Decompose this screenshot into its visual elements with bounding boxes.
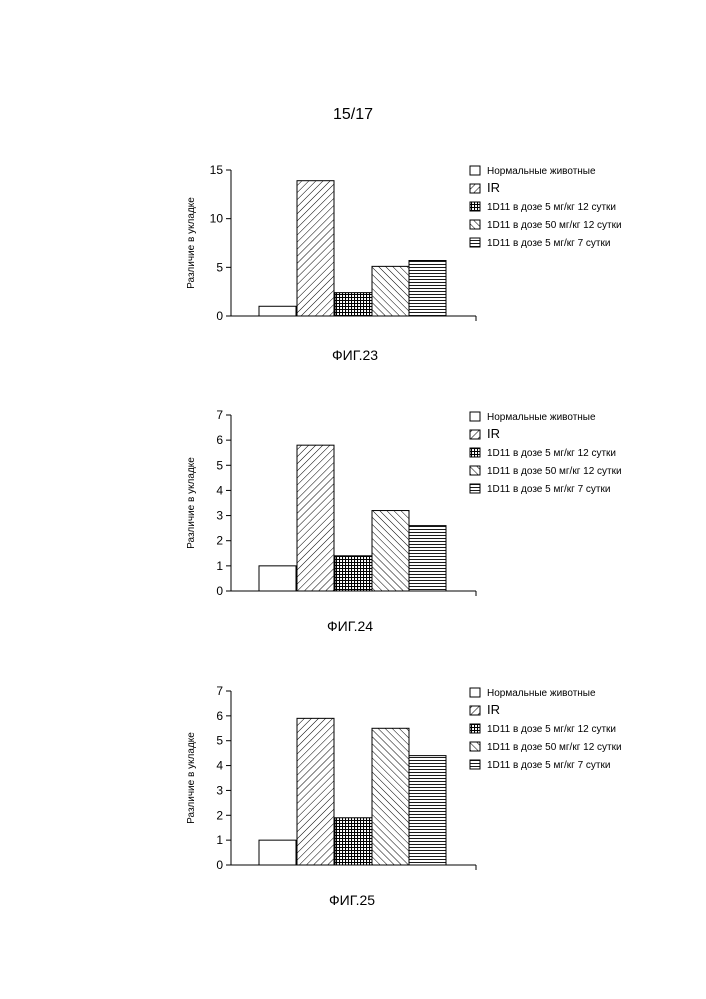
- legend-label: Нормальные животные: [487, 688, 596, 699]
- legend-swatch: [469, 705, 481, 716]
- legend-swatch: [469, 447, 481, 458]
- chart-caption: ФИГ.24: [327, 618, 374, 634]
- y-tick-label: 0: [216, 584, 223, 598]
- chart-fig23-svg: 0 5 10 15 Различие в укладке Нормальные живот…: [186, 163, 622, 323]
- legend-label: 1D11 в дозе 5 мг/кг 7 сутки: [487, 760, 610, 771]
- y-tick-label: 0: [216, 309, 223, 323]
- legend-swatch: [469, 465, 481, 476]
- y-tick-label: 15: [210, 163, 224, 177]
- y-tick-label: 6: [216, 433, 223, 447]
- legend-label: 1D11 в дозе 5 мг/кг 12 сутки: [487, 448, 616, 459]
- legend-label: 1D11 в дозе 5 мг/кг 7 сутки: [487, 484, 610, 495]
- chart-caption: ФИГ.25: [329, 892, 376, 908]
- y-tick-label: 3: [216, 783, 223, 797]
- legend-label: Нормальные животные: [487, 412, 596, 423]
- legend-label: Нормальные животные: [487, 166, 596, 177]
- y-tick-label: 1: [216, 833, 223, 847]
- chart-fig24-svg: 0 1 2 3 4 5 6 7 Различие в укладке Нормальные жив…: [186, 408, 622, 598]
- bar-0: [258, 839, 297, 866]
- legend-label: IR: [487, 180, 500, 195]
- bar-4: [408, 525, 447, 592]
- y-tick-label: 5: [216, 260, 223, 274]
- legend-label: 1D11 в дозе 5 мг/кг 7 сутки: [487, 238, 610, 249]
- y-tick-label: 0: [216, 858, 223, 872]
- y-tick-label: 3: [216, 509, 223, 523]
- legend-label: 1D11 в дозе 50 мг/кг 12 сутки: [487, 220, 622, 231]
- y-tick-label: 2: [216, 808, 223, 822]
- bar-3: [371, 510, 410, 592]
- y-tick-label: 4: [216, 759, 223, 773]
- y-tick-label: 1: [216, 559, 223, 573]
- chart-caption: ФИГ.23: [332, 347, 379, 363]
- legend-label: 1D11 в дозе 5 мг/кг 12 сутки: [487, 202, 616, 213]
- legend-swatch: [469, 165, 481, 176]
- y-tick-label: 5: [216, 458, 223, 472]
- bar-1: [296, 180, 335, 317]
- chart-fig24: 0 1 2 3 4 5 6 7 Различие в укладке Нормальные жив…: [0, 400, 706, 640]
- bar-2: [334, 817, 373, 866]
- y-tick-label: 4: [216, 483, 223, 497]
- y-tick-label: 5: [216, 734, 223, 748]
- bar-0: [258, 305, 297, 317]
- y-tick-label: 6: [216, 709, 223, 723]
- legend-label: 1D11 в дозе 5 мг/кг 12 сутки: [487, 724, 616, 735]
- bar-0: [258, 565, 297, 592]
- legend-swatch: [469, 483, 481, 494]
- legend-swatch: [469, 723, 481, 734]
- chart-fig23: 0 5 10 15 Различие в укладке Нормальные живот…: [0, 150, 706, 380]
- bar-1: [296, 717, 335, 866]
- y-axis-label: Различие в укладке: [186, 197, 197, 289]
- y-tick-label: 7: [216, 408, 223, 422]
- legend-swatch: [469, 237, 481, 248]
- legend-swatch: [469, 759, 481, 770]
- legend-swatch: [469, 183, 481, 194]
- bar-3: [371, 265, 410, 317]
- legend-swatch: [469, 429, 481, 440]
- chart-fig25: 0 1 2 3 4 5 6 7 Различие в укладке Нормальные жив…: [0, 676, 706, 916]
- legend-swatch: [469, 219, 481, 230]
- bar-2: [334, 292, 373, 317]
- bar-3: [371, 727, 410, 866]
- legend-swatch: [469, 201, 481, 212]
- y-tick-label: 10: [210, 212, 224, 226]
- y-axis-label: Различие в укладке: [186, 732, 197, 824]
- chart-fig25-svg: 0 1 2 3 4 5 6 7 Различие в укладке Нормальные жив…: [186, 684, 622, 872]
- y-tick-label: 7: [216, 684, 223, 698]
- bar-2: [334, 555, 373, 592]
- bar-1: [296, 444, 335, 592]
- legend-label: 1D11 в дозе 50 мг/кг 12 сутки: [487, 466, 622, 477]
- y-tick-label: 2: [216, 534, 223, 548]
- legend-swatch: [469, 411, 481, 422]
- legend-swatch: [469, 741, 481, 752]
- page-number: 15/17: [332, 106, 374, 123]
- legend-label: 1D11 в дозе 50 мг/кг 12 сутки: [487, 742, 622, 753]
- legend-label: IR: [487, 426, 500, 441]
- legend-label: IR: [487, 702, 500, 717]
- legend-swatch: [469, 687, 481, 698]
- bar-4: [408, 260, 447, 317]
- bar-4: [408, 755, 447, 866]
- y-axis-label: Различие в укладке: [186, 457, 197, 549]
